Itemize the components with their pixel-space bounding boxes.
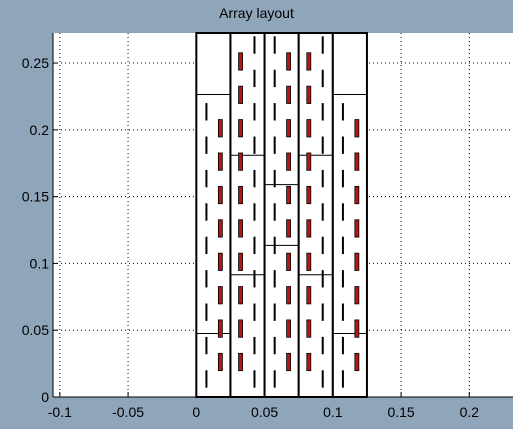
array-element-red <box>238 119 243 138</box>
array-element-red <box>217 119 223 138</box>
array-element-red <box>286 52 291 71</box>
array-element-red <box>286 352 291 372</box>
x-tick-label: 0 <box>192 404 200 420</box>
array-element-red <box>286 219 291 238</box>
axes: -0.1 -0.05 0 0.05 0.1 0.15 0.2 0 0.05 0.1 0.15 0.2 0… <box>22 33 513 420</box>
array-element-red <box>354 286 360 305</box>
array-element-red <box>306 286 312 305</box>
y-tick-label: 0.2 <box>30 122 50 138</box>
array-element-red <box>217 352 223 372</box>
x-tick-label: 0.05 <box>251 404 278 420</box>
array-element-red <box>217 152 223 171</box>
array-element-red <box>306 252 312 271</box>
array-element-red <box>238 319 243 338</box>
x-tick-label: 0.2 <box>460 404 480 420</box>
array-element-red <box>354 119 360 138</box>
array-element-red <box>306 85 312 104</box>
array-element-red <box>286 85 291 104</box>
array-element-red <box>217 185 223 205</box>
panel-columns <box>195 32 368 398</box>
array-element-red <box>354 352 360 372</box>
y-tick-label: 0.15 <box>22 189 49 205</box>
x-tick-label: -0.05 <box>112 404 144 420</box>
array-element-red <box>286 252 291 271</box>
array-element-red <box>238 85 243 104</box>
y-tick-label: 0 <box>41 389 49 405</box>
array-element-red <box>286 152 291 171</box>
x-tick-label: 0.1 <box>323 404 343 420</box>
array-element-red <box>238 286 243 305</box>
array-element-red <box>217 219 223 238</box>
array-element-red <box>306 219 312 238</box>
array-element-red <box>238 219 243 238</box>
array-element-red <box>306 352 312 372</box>
y-tick-label: 0.05 <box>22 322 49 338</box>
array-element-red <box>286 319 291 338</box>
array-element-red <box>306 185 312 205</box>
array-element-red <box>286 119 291 138</box>
y-tick-label: 0.1 <box>30 255 50 271</box>
array-element-red <box>306 119 312 138</box>
array-element-red <box>286 185 291 205</box>
array-element-red <box>217 286 223 305</box>
array-element-red <box>354 319 360 338</box>
array-element-red <box>306 152 312 171</box>
x-tick-label: 0.15 <box>387 404 414 420</box>
array-element-red <box>238 152 243 171</box>
array-element-red <box>238 252 243 271</box>
array-element-red <box>354 252 360 271</box>
array-element-red <box>354 185 360 205</box>
array-element-red <box>354 152 360 171</box>
array-element-red <box>238 52 243 71</box>
panel-column <box>229 32 266 398</box>
array-element-red <box>217 319 223 338</box>
panel-column <box>331 32 368 398</box>
array-element-red <box>306 319 312 338</box>
panel-column <box>195 32 232 398</box>
panel-column <box>297 32 334 398</box>
chart-title: Array layout <box>219 5 294 21</box>
array-elements <box>205 36 360 388</box>
x-tick-label: -0.1 <box>48 404 72 420</box>
array-element-red <box>238 352 243 372</box>
y-tick-label: 0.25 <box>22 55 49 71</box>
array-element-red <box>306 52 312 71</box>
panel-column <box>263 32 300 398</box>
array-element-red <box>238 185 243 205</box>
array-element-red <box>217 252 223 271</box>
array-element-red <box>286 286 291 305</box>
array-element-red <box>354 219 360 238</box>
